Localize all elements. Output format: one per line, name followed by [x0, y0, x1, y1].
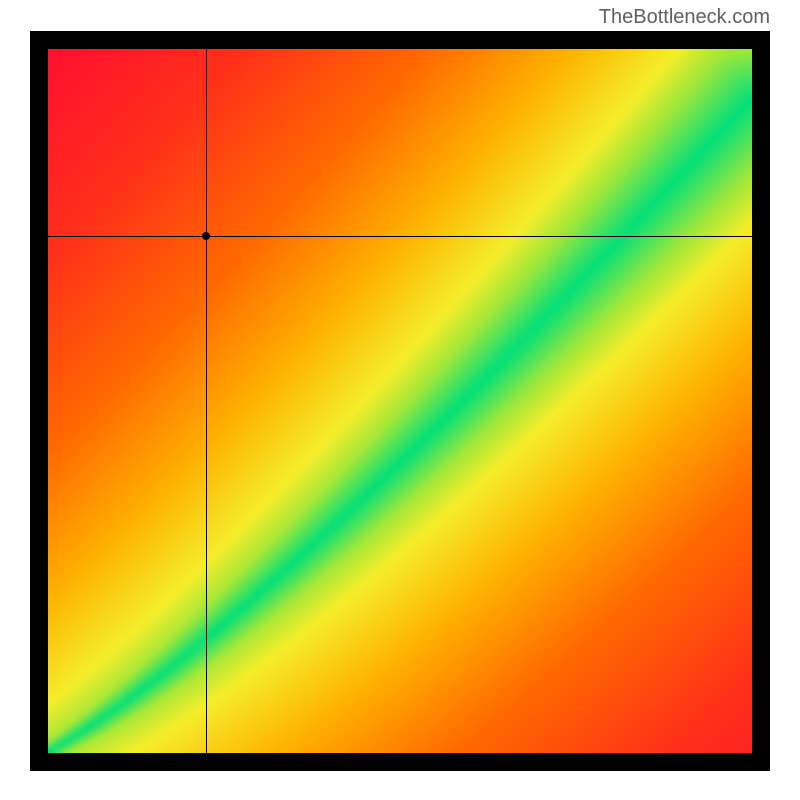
- chart-container: TheBottleneck.com: [0, 0, 800, 800]
- crosshair-vertical: [206, 49, 207, 753]
- crosshair-dot: [202, 232, 210, 240]
- crosshair-horizontal: [48, 236, 752, 237]
- plot-frame: [30, 31, 770, 771]
- bottleneck-heatmap: [48, 49, 752, 753]
- watermark-text: TheBottleneck.com: [599, 6, 770, 29]
